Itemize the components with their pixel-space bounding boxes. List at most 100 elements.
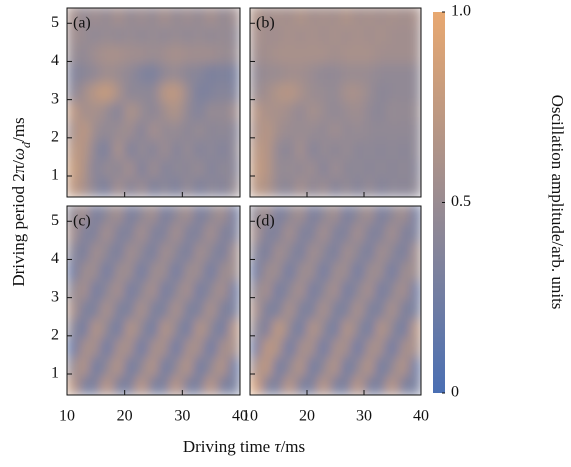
heatmap-cell (204, 139, 218, 160)
heatmap-cell (272, 375, 285, 395)
heatmap-cell (363, 206, 376, 224)
heatmap-cell (112, 120, 126, 141)
heatmap-cell (374, 139, 388, 160)
heatmap-cell (306, 158, 319, 179)
heatmap-cell (204, 43, 218, 64)
heatmap-cell (170, 375, 183, 395)
x-label-part: /ms (281, 437, 306, 456)
heatmap-cell (283, 279, 297, 301)
heatmap-cell (216, 318, 229, 339)
heatmap-cell (147, 24, 160, 45)
heatmap-cell (101, 62, 114, 83)
heatmap-cell (329, 139, 342, 160)
heatmap-cell (147, 62, 160, 83)
heatmap-cell (397, 62, 411, 83)
heatmap-cell (67, 206, 80, 224)
heatmap-cell (135, 62, 149, 83)
y-tick-label: 2 (51, 326, 59, 343)
heatmap-cell (340, 375, 354, 395)
heatmap-cell (67, 337, 80, 358)
heatmap-cell (397, 120, 411, 141)
heatmap-cell (306, 318, 319, 339)
heatmap-cell (204, 8, 218, 26)
heatmap-cell (112, 81, 126, 103)
heatmap-cell (89, 260, 103, 281)
heatmap-cell (170, 356, 183, 377)
heatmap-cell (227, 222, 240, 243)
heatmap-cell (295, 158, 308, 179)
heatmap-cell (317, 101, 331, 122)
heatmap-cell (397, 279, 411, 301)
heatmap-cell (272, 279, 285, 301)
heatmap-cell (89, 318, 103, 339)
heatmap-cell (181, 81, 195, 103)
x-tick-label: 40 (232, 408, 248, 425)
heatmap-cell (67, 356, 80, 377)
heatmap-cell (260, 260, 274, 281)
heatmap-cell (112, 206, 126, 224)
heatmap-cell (317, 8, 331, 26)
heatmap-cell (170, 260, 183, 281)
heatmap-cell (374, 24, 388, 45)
heatmap-cell (409, 337, 421, 358)
heatmap-cell (250, 241, 262, 262)
heatmap-cell (112, 241, 126, 262)
heatmap-cell (216, 139, 229, 160)
heatmap-cell (317, 24, 331, 45)
heatmap-cell (216, 206, 229, 224)
x-tick-label: 20 (299, 408, 315, 425)
heatmap-cell (317, 120, 331, 141)
heatmap-cell (329, 24, 342, 45)
heatmap-cell (386, 222, 399, 243)
heatmap-cell (147, 375, 160, 395)
heatmap-cell (352, 299, 365, 320)
heatmap-cell (295, 139, 308, 160)
heatmap-cell (89, 222, 103, 243)
heatmap-cell (306, 222, 319, 243)
heatmap-cell (101, 241, 114, 262)
heatmap-cell (158, 8, 172, 26)
heatmap-cell (78, 120, 91, 141)
y-tick-label: 4 (51, 250, 59, 267)
heatmap-cell (89, 279, 103, 301)
heatmap-cell (363, 375, 376, 395)
heatmap-cell (317, 43, 331, 64)
heatmap-cell (193, 139, 206, 160)
heatmap-cell (181, 120, 195, 141)
heatmap-cell (170, 139, 183, 160)
heatmap-cell (170, 222, 183, 243)
y-axis-label: Driving period 2π/ωd/ms (9, 117, 33, 286)
heatmap-cell (295, 299, 308, 320)
heatmap-cells (67, 206, 240, 395)
heatmap-cell (67, 260, 80, 281)
heatmap-cell (397, 101, 411, 122)
panel-label: (d) (256, 213, 275, 230)
heatmap-cell (227, 318, 240, 339)
heatmap-cell (158, 318, 172, 339)
heatmap-cell (170, 8, 183, 26)
heatmap-cell (352, 81, 365, 103)
heatmap-cell (204, 337, 218, 358)
heatmap-cell (397, 206, 411, 224)
heatmap-cell (409, 158, 421, 179)
heatmap-cell (340, 158, 354, 179)
heatmap-cell (170, 81, 183, 103)
heatmap-cell (124, 241, 137, 262)
heatmap-cell (374, 81, 388, 103)
heatmap-cell (250, 43, 262, 64)
heatmap-cell (204, 318, 218, 339)
heatmap-cell (89, 375, 103, 395)
heatmap-cell (216, 222, 229, 243)
heatmap-cell (216, 101, 229, 122)
heatmap-cell (260, 299, 274, 320)
heatmap-cell (306, 120, 319, 141)
heatmap-cell (374, 356, 388, 377)
heatmap-cell (101, 139, 114, 160)
heatmap-cell (216, 356, 229, 377)
heatmap-cell (283, 158, 297, 179)
heatmap-cell (89, 101, 103, 122)
heatmap-cell (283, 260, 297, 281)
heatmap-cell (89, 8, 103, 26)
heatmap-cell (306, 299, 319, 320)
